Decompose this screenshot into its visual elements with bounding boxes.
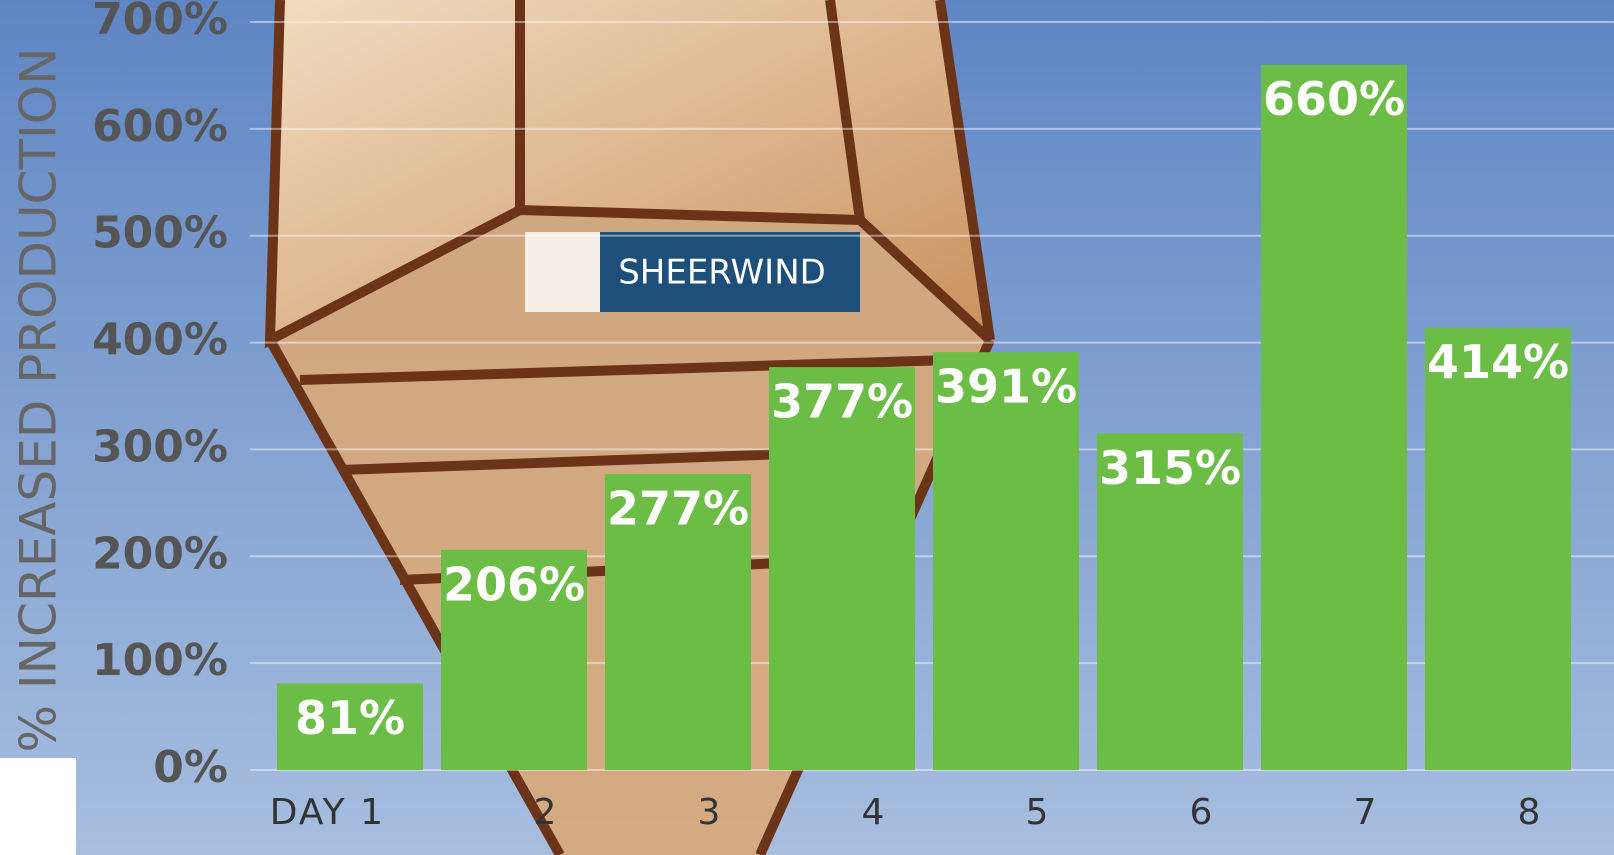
y-tick-label: 100% bbox=[92, 635, 228, 686]
y-tick-label: 500% bbox=[92, 208, 228, 259]
y-tick-label: 700% bbox=[92, 0, 228, 45]
x-tick-label: 7 bbox=[1354, 792, 1379, 833]
x-tick-label: 5 bbox=[1026, 792, 1051, 833]
bar bbox=[1425, 327, 1571, 770]
x-tick-label: 6 bbox=[1190, 792, 1215, 833]
x-tick-label: DAY 1 bbox=[270, 792, 385, 833]
value-label: 277% bbox=[607, 482, 749, 536]
y-tick-label: 200% bbox=[92, 528, 228, 579]
y-tick-label: 400% bbox=[92, 315, 228, 366]
bar bbox=[769, 367, 915, 770]
value-label: 206% bbox=[443, 557, 585, 611]
bar bbox=[605, 474, 751, 770]
logo-corner bbox=[0, 758, 76, 855]
bar bbox=[933, 352, 1079, 770]
value-label: 315% bbox=[1099, 441, 1241, 495]
x-tick-label: 4 bbox=[862, 792, 887, 833]
y-tick-label: 300% bbox=[92, 421, 228, 472]
y-tick-label: 600% bbox=[92, 101, 228, 152]
sign-text: SHEERWIND bbox=[618, 253, 826, 293]
x-tick-label: 2 bbox=[534, 792, 559, 833]
value-label: 81% bbox=[295, 691, 405, 745]
value-label: 391% bbox=[935, 360, 1077, 414]
value-label: 414% bbox=[1427, 335, 1569, 389]
bar bbox=[1097, 433, 1243, 770]
y-axis-label: % INCREASED PRODUCTION bbox=[10, 47, 68, 752]
value-label: 377% bbox=[771, 375, 913, 429]
bar bbox=[441, 549, 587, 770]
y-tick-label: 0% bbox=[153, 742, 228, 793]
x-tick-label: 3 bbox=[698, 792, 723, 833]
bar bbox=[1261, 64, 1407, 770]
x-tick-label: 8 bbox=[1518, 792, 1543, 833]
bar bbox=[277, 683, 423, 770]
value-label: 660% bbox=[1263, 72, 1405, 126]
